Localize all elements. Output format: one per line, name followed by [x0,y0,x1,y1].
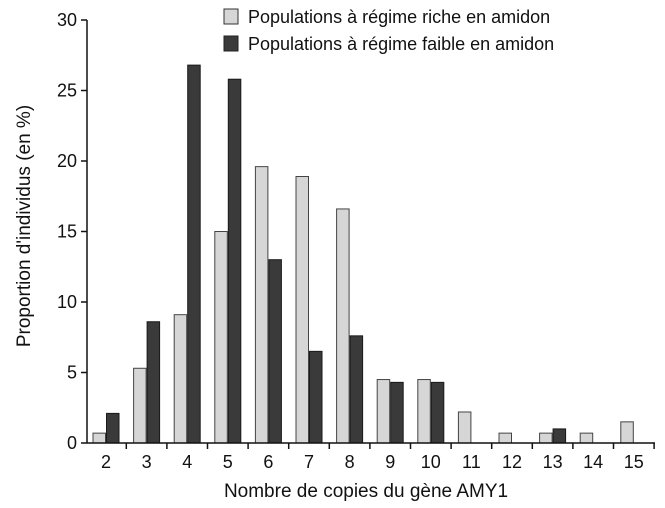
bar-low-starch-7 [309,350,323,444]
y-tick-label: 0 [67,433,77,453]
x-tick-label: 10 [421,452,441,472]
bar-high-starch-5 [214,231,228,444]
y-axis-ticks: 0 5 10 15 20 25 30 [57,10,87,453]
x-tick-label: 7 [304,452,314,472]
x-tick-label: 5 [223,452,233,472]
bar-high-starch-8 [336,208,350,444]
bar-high-starch-12 [498,432,512,444]
x-tick-label: 9 [385,452,395,472]
bar-low-starch-9 [390,381,404,444]
bar-low-starch-2 [106,412,120,444]
y-tick-label: 25 [57,81,77,101]
legend-label-low-starch: Populations à régime faible en amidon [248,34,554,54]
bar-low-starch-5 [227,78,242,444]
x-tick-label: 15 [624,452,644,472]
bar-high-starch-6 [254,166,269,444]
y-tick-label: 5 [67,363,77,383]
bar-high-starch-10 [417,379,431,444]
y-axis-label: Proportion d'individus (en %) [14,105,35,347]
bar-low-starch-13 [552,428,567,444]
bar-high-starch-2 [92,432,106,444]
bar-low-starch-10 [430,381,445,444]
y-tick-label: 10 [57,292,77,312]
bar-high-starch-13 [539,432,553,444]
bar-high-starch-3 [133,367,147,444]
y-tick-label: 20 [57,151,77,171]
x-tick-label: 11 [462,452,481,472]
x-tick-label: 2 [101,452,111,472]
x-tick-label: 4 [182,452,192,472]
legend-swatch-high-starch [223,8,239,25]
x-axis-label: Nombre de copies du gène AMY1 [224,481,508,502]
bar-high-starch-15 [620,421,634,444]
x-tick-label: 8 [345,452,355,472]
bar-high-starch-7 [295,176,309,444]
x-axis-ticks: 2 3 4 5 6 7 8 9 10 11 12 13 14 15 [101,443,655,472]
x-tick-label: 12 [502,452,522,472]
bar-high-starch-9 [376,379,391,444]
bar-low-starch-3 [146,321,161,444]
legend-label-high-starch: Populations à régime riche en amidon [248,7,550,27]
bar-high-starch-11 [457,411,472,444]
x-tick-label: 6 [263,452,273,472]
legend: Populations à régime riche en amidon Pop… [223,7,554,54]
legend-swatch-low-starch [223,35,239,52]
y-tick-label: 30 [57,10,77,30]
bar-high-starch-14 [579,432,594,444]
x-tick-label: 13 [543,452,563,472]
x-tick-label: 3 [142,452,152,472]
bar-high-starch-4 [173,314,188,444]
bar-low-starch-8 [349,335,364,444]
bar-low-starch-6 [268,259,282,444]
x-tick-label: 14 [583,452,603,472]
bar-low-starch-4 [187,64,201,444]
y-tick-label: 15 [57,222,77,242]
bars [92,64,634,444]
